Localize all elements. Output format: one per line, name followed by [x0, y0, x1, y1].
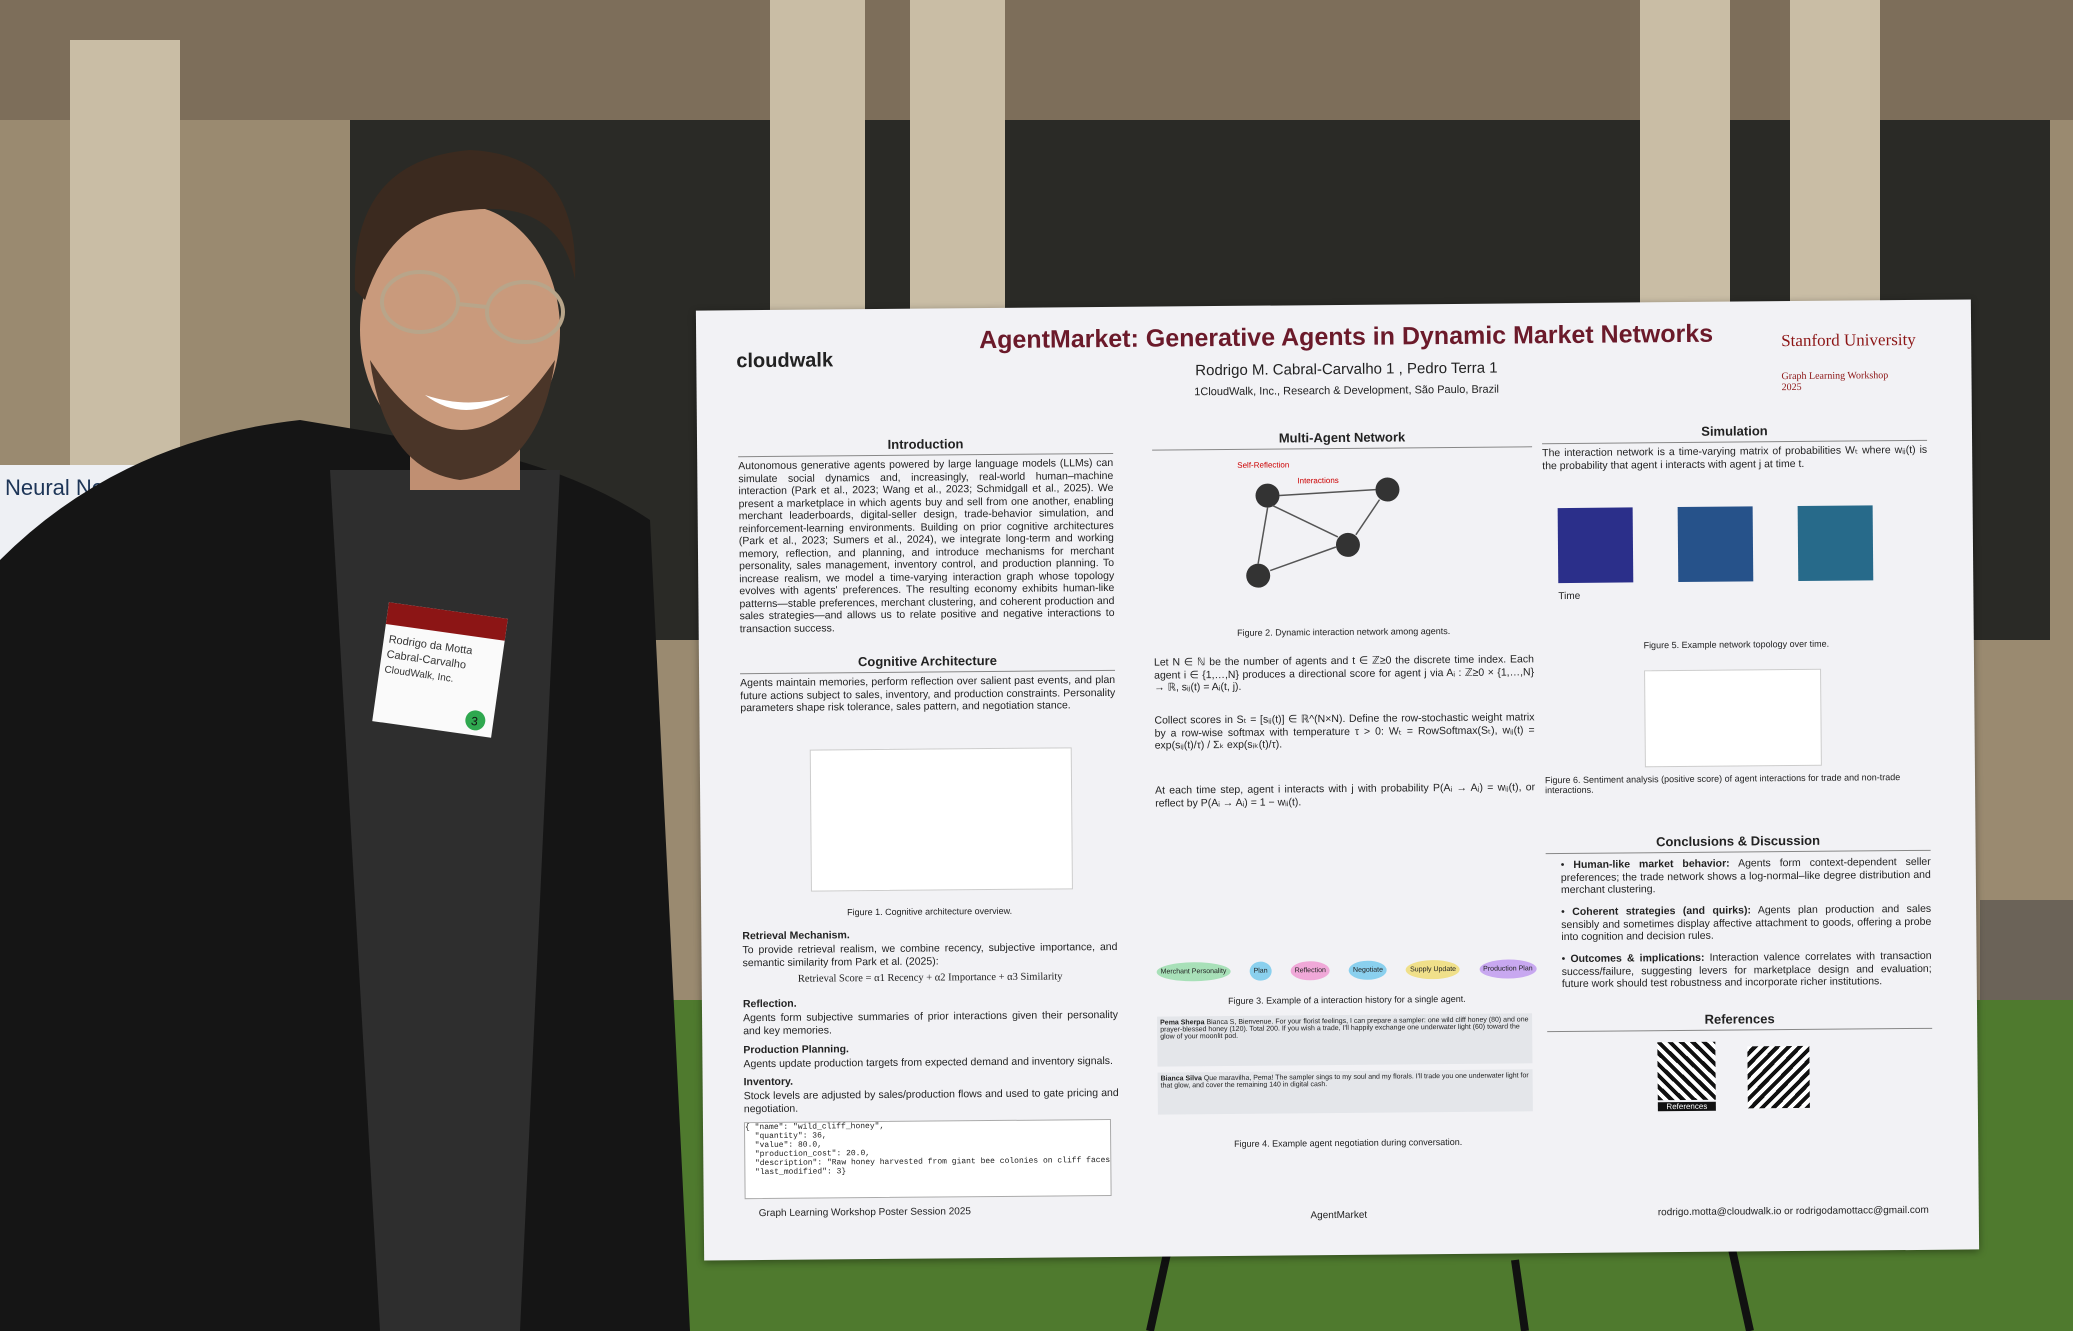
network-figure: Self-Reflection Interactions: [1237, 460, 1400, 588]
bullet: • Outcomes & implications: Interaction v…: [1561, 949, 1932, 991]
bullet-lead: Coherent strategies (and quirks):: [1572, 904, 1752, 918]
paragraph: Let N ∈ ℕ be the number of agents and t …: [1153, 653, 1535, 694]
badge-dot: [465, 710, 486, 731]
badge-header: [385, 602, 508, 641]
heatmap: [1797, 505, 1874, 581]
figure-6: [1644, 668, 1822, 768]
message: Pema Sherpa Bianca S, Bienvenue. For you…: [1157, 1013, 1533, 1067]
footer-center: AgentMarket: [1310, 1209, 1368, 1222]
bullet: • Coherent strategies (and quirks): Agen…: [1561, 902, 1932, 944]
bullet: • Human-like market behavior: Agents for…: [1560, 855, 1931, 897]
message: Bianca Silva Que maravilha, Pema! The sa…: [1157, 1069, 1533, 1115]
history-node: Plan: [1249, 961, 1272, 981]
poster-title: AgentMarket: Generative Agents in Dynami…: [979, 319, 1714, 355]
section-heading: Cognitive Architecture: [739, 651, 1116, 675]
face: [360, 205, 560, 455]
subheading: Retrieval Mechanism.: [742, 929, 850, 943]
authors: Rodrigo M. Cabral-Carvalho 1 , Pedro Ter…: [1195, 359, 1498, 380]
network-label: Interactions: [1297, 476, 1338, 485]
qr-label: References: [1657, 1101, 1716, 1112]
path: [1980, 900, 2073, 1000]
history-node: Reflection: [1290, 960, 1330, 980]
message-text: Que maravilha, Pema! The sampler sings t…: [1160, 1072, 1529, 1090]
poster: cloudwalk AgentMarket: Generative Agents…: [695, 299, 1980, 1261]
affiliation: 1CloudWalk, Inc., Research & Development…: [1194, 383, 1499, 399]
bullet-lead: Human-like market behavior:: [1573, 857, 1730, 871]
figure-1: [809, 747, 1073, 892]
subheading: Inventory.: [743, 1075, 794, 1089]
section-heading: Introduction: [737, 434, 1114, 458]
beard: [370, 360, 555, 480]
badge-number: 3: [470, 714, 479, 729]
university: Stanford University: [1781, 329, 1916, 351]
smile: [425, 395, 510, 410]
caption: Figure 2. Dynamic interaction network am…: [1237, 626, 1451, 638]
heatmap: [1677, 506, 1754, 583]
section-heading: References: [1547, 1009, 1933, 1033]
footer-right: rodrigo.motta@cloudwalk.io or rodrigodam…: [1657, 1204, 1929, 1219]
axis-label: Time: [1558, 590, 1581, 603]
history-node: Negotiate: [1348, 960, 1388, 980]
caption: Figure 5. Example network topology over …: [1643, 638, 1830, 651]
history-node: Supply Update: [1406, 959, 1461, 979]
paragraph: Agents update production targets from ex…: [743, 1054, 1113, 1071]
caption: Figure 1. Cognitive architecture overvie…: [847, 905, 1013, 918]
section-heading: Multi-Agent Network: [1151, 428, 1533, 451]
paragraph: To provide retrieval realism, we combine…: [742, 940, 1118, 969]
glasses: [380, 270, 565, 344]
paragraph: The interaction network is a time-varyin…: [1542, 443, 1928, 472]
section-heading: Simulation: [1541, 421, 1928, 445]
paragraph: Agents form subjective summaries of prio…: [743, 1008, 1119, 1037]
bullet-lead: Outcomes & implications:: [1570, 951, 1705, 965]
paragraph: Stock levels are adjusted by sales/produ…: [743, 1086, 1119, 1115]
paragraph: Collect scores in Sₜ = [sᵢⱼ(t)] ∈ ℝ^(N×N…: [1154, 711, 1535, 752]
history-node: Production Plan: [1479, 958, 1537, 979]
caption: Figure 6. Sentiment analysis (positive s…: [1544, 772, 1901, 796]
subheading: Reflection.: [742, 997, 797, 1011]
hair: [354, 150, 576, 300]
code-block: { "name": "wild_cliff_honey", "quantity"…: [743, 1118, 1112, 1200]
formula: Retrieval Score = α1 Recency + α2 Import…: [797, 971, 1063, 985]
columns: [70, 0, 1880, 560]
qr-code: [1657, 1041, 1716, 1101]
footer-left: Graph Learning Workshop Poster Session 2…: [758, 1206, 971, 1220]
workshop: Graph Learning Workshop 2025: [1781, 370, 1889, 394]
roof-shadow: [0, 0, 2073, 120]
section-heading: Conclusions & Discussion: [1545, 831, 1931, 855]
qr-code: [1747, 1045, 1810, 1109]
subheading: Production Planning.: [743, 1043, 849, 1057]
logo: cloudwalk: [736, 349, 834, 373]
caption: Figure 4. Example agent negotiation duri…: [1234, 1136, 1463, 1149]
paragraph: At each time step, agent i interacts wit…: [1155, 781, 1536, 810]
badge: Rodrigo da Motta Cabral-Carvalho CloudWa…: [372, 602, 508, 738]
message-text: Bianca S, Bienvenue. For your florist fe…: [1160, 1016, 1529, 1041]
paragraph: Autonomous generative agents powered by …: [738, 456, 1115, 635]
paragraph: Agents maintain memories, perform reflec…: [740, 673, 1116, 715]
heatmap: [1557, 507, 1634, 584]
history-node: Merchant Personality: [1156, 961, 1231, 982]
network-label: Self-Reflection: [1237, 460, 1289, 469]
